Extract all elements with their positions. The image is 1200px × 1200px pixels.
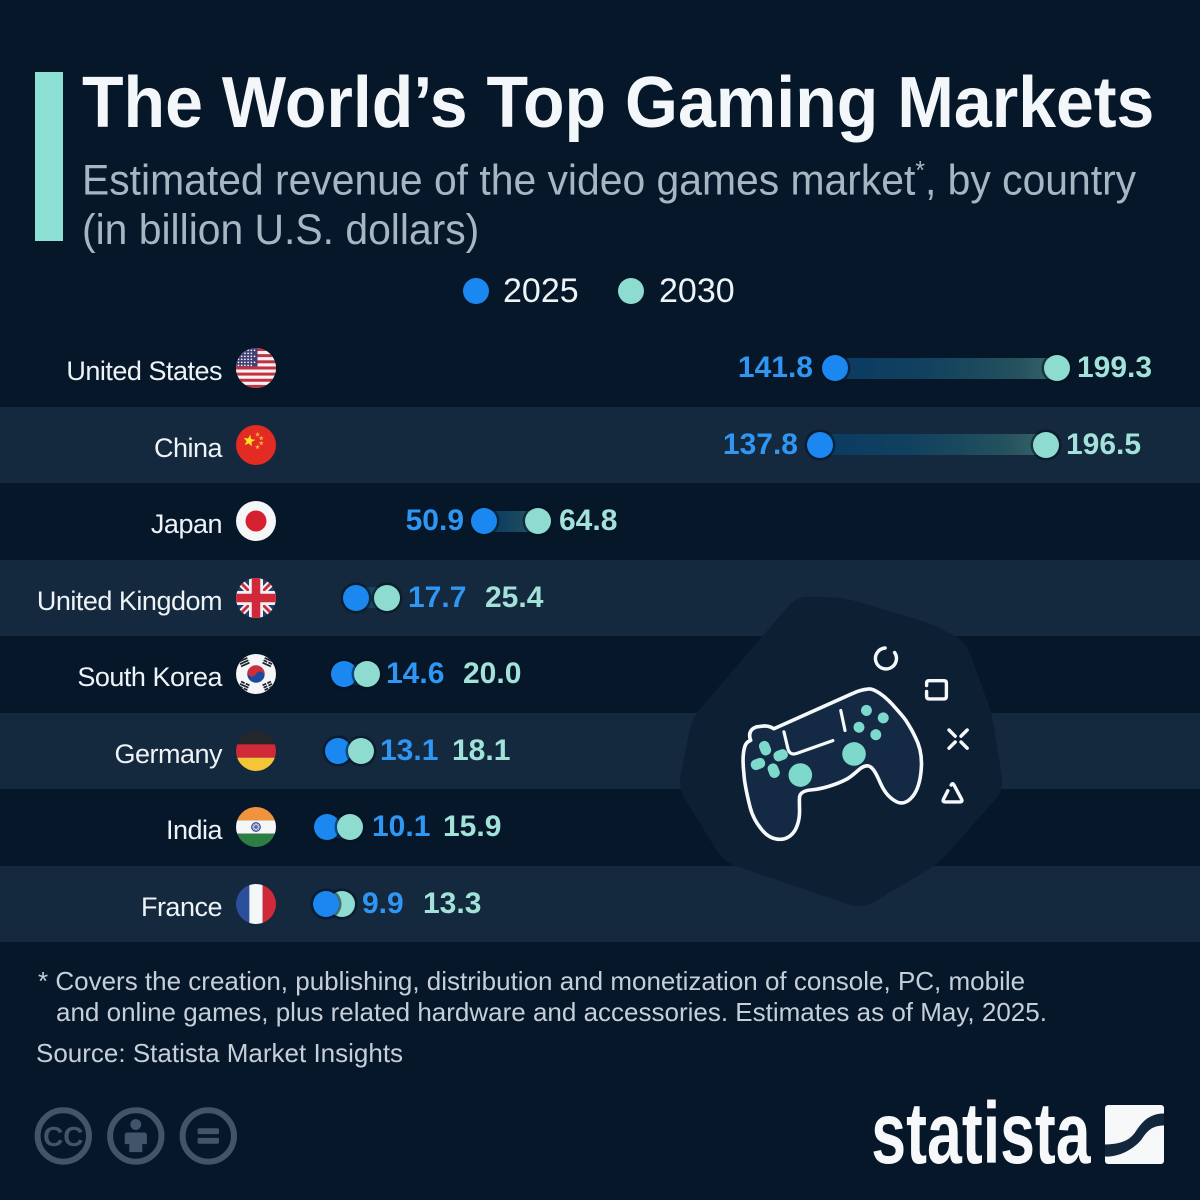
svg-text:CC: CC xyxy=(43,1121,83,1152)
